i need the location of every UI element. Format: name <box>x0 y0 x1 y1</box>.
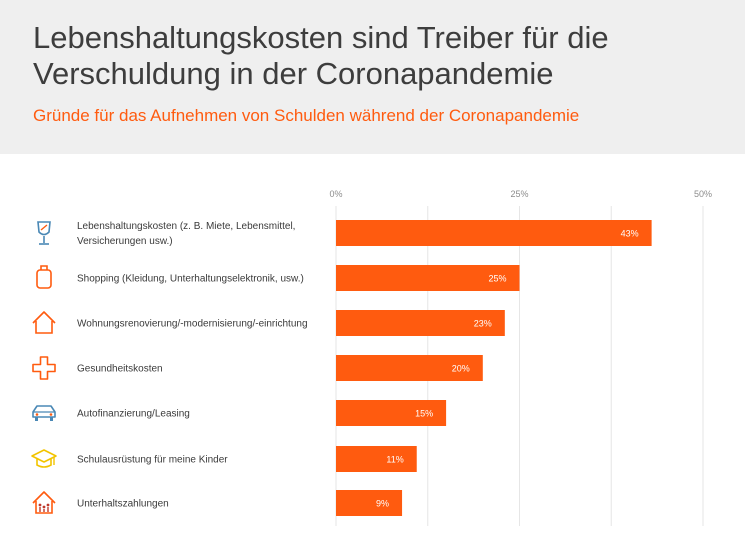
bar <box>336 265 520 291</box>
bar-row: Lebenshaltungskosten (z. B. Miete, Leben… <box>37 220 652 247</box>
page-title: Lebenshaltungskosten sind Treiber für di… <box>33 20 723 92</box>
value-label: 11% <box>386 455 403 465</box>
category-label: Lebenshaltungskosten (z. B. Miete, Leben… <box>77 221 295 247</box>
wine-glass-icon <box>37 221 51 245</box>
graduation-cap-icon <box>31 449 57 468</box>
page-subtitle: Gründe für das Aufnehmen von Schulden wä… <box>33 106 580 125</box>
family-house-icon <box>32 491 56 514</box>
bar <box>336 446 417 472</box>
value-label: 23% <box>474 319 492 329</box>
bar-chart: 0% 25% 50% Lebenshaltungskosten (z. B. Miet… <box>31 189 712 526</box>
category-label: Schulausrüstung für meine Kinder <box>77 455 228 466</box>
bar-row: Shopping (Kleidung, Unterhaltungselektro… <box>36 265 520 291</box>
value-label: 43% <box>621 229 639 239</box>
category-label: Autofinanzierung/Leasing <box>77 409 190 420</box>
title-line-1: Lebenshaltungskosten sind Treiber für di… <box>33 20 609 55</box>
category-label: Unterhaltszahlungen <box>77 499 169 510</box>
bar-row: Gesundheitskosten 20% <box>32 355 483 381</box>
bar <box>336 355 483 381</box>
bar-row: Schulausrüstung für meine Kinder 11% <box>31 446 417 472</box>
house-icon <box>32 311 56 334</box>
value-label: 20% <box>452 364 470 374</box>
value-label: 15% <box>415 409 433 419</box>
shopping-bag-icon <box>36 265 52 289</box>
category-label: Wohnungsrenovierung/-modernisierung/-ein… <box>77 319 308 330</box>
x-tick-label: 25% <box>510 189 528 199</box>
title-line-2: Verschuldung in der Coronapandemie <box>33 56 554 91</box>
value-label: 9% <box>376 499 389 509</box>
bar-row: Wohnungsrenovierung/-modernisierung/-ein… <box>32 310 505 336</box>
bar <box>336 220 652 246</box>
grid-lines <box>335 206 704 526</box>
header-band: Lebenshaltungskosten sind Treiber für di… <box>0 0 745 154</box>
bar-row: Autofinanzierung/Leasing 15% <box>32 400 447 426</box>
bar <box>336 400 447 426</box>
bar <box>336 310 505 336</box>
bar <box>336 490 403 516</box>
x-tick-label: 50% <box>694 189 712 199</box>
car-icon <box>32 405 56 421</box>
value-label: 25% <box>488 274 506 284</box>
medical-cross-icon <box>32 356 56 380</box>
bar-row: Unterhaltszahlungen 9% <box>32 490 403 516</box>
category-label: Shopping (Kleidung, Unterhaltungselektro… <box>77 274 304 285</box>
x-tick-label: 0% <box>329 189 342 199</box>
category-label: Gesundheitskosten <box>77 364 163 375</box>
